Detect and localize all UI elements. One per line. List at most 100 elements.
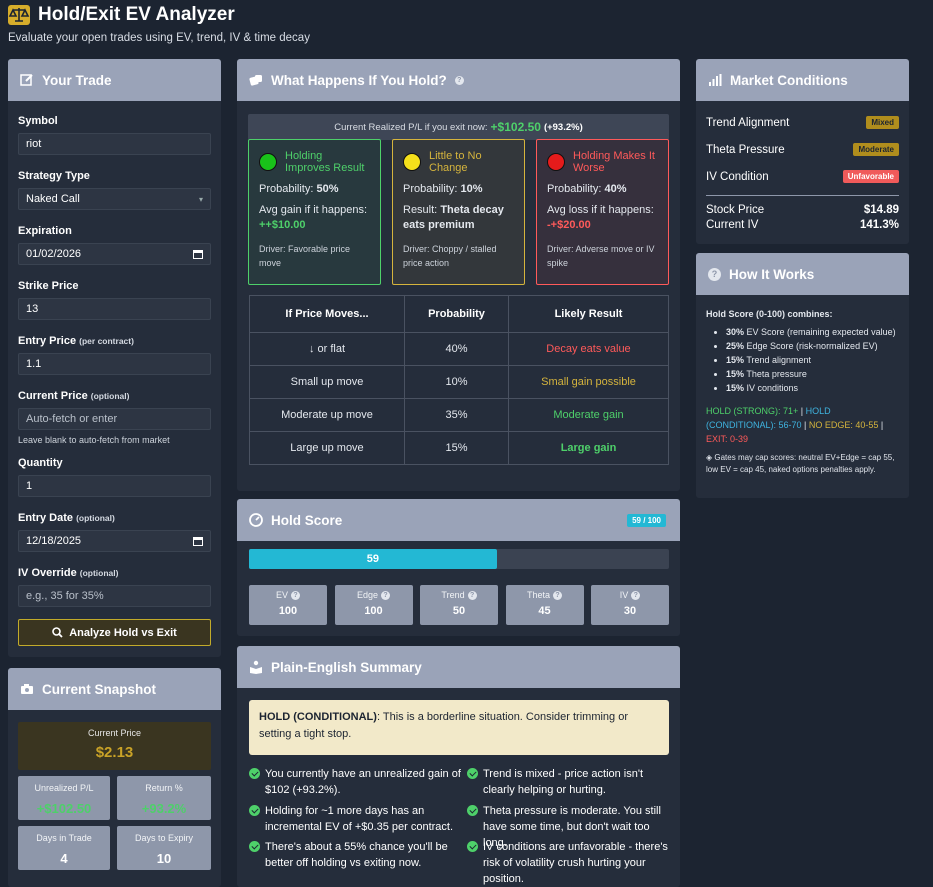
- entry-date-value: 12/18/2025: [26, 535, 82, 547]
- check-icon: [249, 841, 260, 852]
- threshold-sep: |: [801, 420, 809, 430]
- strike-input[interactable]: 13: [18, 298, 211, 320]
- check-icon: [249, 805, 260, 816]
- outcome-result-label: Avg gain if it happens:: [259, 204, 368, 216]
- quantity-label: Quantity: [18, 457, 63, 469]
- hold-score-card: Hold Score 59 / 100 59 EV? 100 Edge? 100 Tre…: [237, 499, 680, 636]
- app-subtitle: Evaluate your open trades using EV, tren…: [8, 32, 310, 44]
- score-thresholds: HOLD (STRONG): 71+ | HOLD (CONDITIONAL):…: [706, 404, 899, 446]
- realized-pl-bar: Current Realized P/L if you exit now: +$…: [248, 114, 669, 140]
- expiration-input[interactable]: 01/02/2026: [18, 243, 211, 265]
- days-trade-box: Days in Trade 4: [18, 826, 110, 870]
- gates-note-text: Gates may cap scores: neutral EV+Edge = …: [706, 453, 895, 474]
- current-price-placeholder: Auto-fetch or enter: [26, 413, 118, 425]
- current-price-box: Current Price $2.13: [18, 722, 211, 770]
- verdict-text: : This is a borderline situation. Consid…: [259, 711, 629, 740]
- edit-icon: [20, 74, 33, 86]
- hold-score-value: 59: [366, 553, 380, 565]
- verdict-box: HOLD (CONDITIONAL): This is a borderline…: [249, 700, 669, 755]
- calendar-icon[interactable]: [193, 536, 203, 546]
- outcome-probability: Probability: 10%: [403, 183, 514, 195]
- entry-date-input[interactable]: 12/18/2025: [18, 530, 211, 552]
- unrealized-label: Unrealized P/L: [34, 783, 94, 793]
- help-icon[interactable]: ?: [454, 75, 464, 85]
- summary-card: Plain-English Summary HOLD (CONDITIONAL)…: [237, 646, 680, 887]
- symbol-label: Symbol: [18, 115, 58, 127]
- search-icon: [52, 627, 63, 638]
- how-header: ? How It Works: [696, 253, 909, 295]
- outcome-title: Holding Makes It Worse: [573, 150, 655, 174]
- how-item-weight: 15%: [726, 369, 745, 379]
- outcome-prob-value: 40%: [604, 183, 627, 195]
- outcome-result-value: ++$10.00: [259, 219, 306, 231]
- your-trade-title: Your Trade: [42, 72, 112, 88]
- entry-price-value: 1.1: [26, 358, 42, 370]
- outcome-prob-label: Probability:: [403, 183, 458, 195]
- trend-row: Trend Alignment Mixed: [706, 109, 899, 136]
- app-header: Hold/Exit EV Analyzer Evaluate your open…: [8, 4, 310, 44]
- strategy-label: Strategy Type: [18, 170, 90, 182]
- how-list: 30% EV Score (remaining expected value) 2…: [706, 325, 899, 395]
- score-component: Theta? 45: [505, 585, 584, 625]
- summary-point: There's about a 55% chance you'll be bet…: [249, 839, 464, 871]
- iv-badge: Unfavorable: [842, 170, 899, 183]
- return-value: +93.2%: [141, 801, 187, 816]
- strategy-value: Naked Call: [26, 193, 80, 205]
- table-cell: ↓ or flat: [249, 332, 405, 366]
- scale-icon: [8, 5, 30, 25]
- summary-point-text: Theta pressure is moderate. You still ha…: [483, 805, 661, 849]
- realized-pct: (+93.2%): [543, 121, 583, 133]
- snapshot-header: Current Snapshot: [8, 668, 221, 710]
- how-item-text: EV Score (remaining expected value): [746, 327, 896, 337]
- table-cell: Large gain: [508, 431, 669, 465]
- shield-icon: ◈: [706, 453, 715, 462]
- dice-icon: [249, 75, 262, 86]
- iv-override-input[interactable]: e.g., 35 for 35%: [18, 585, 211, 607]
- unrealized-value: +$102.50: [36, 801, 92, 816]
- market-title: Market Conditions: [730, 72, 848, 88]
- table-header-row: If Price Moves... Probability Likely Res…: [249, 295, 669, 333]
- iv-override-placeholder: e.g., 35 for 35%: [26, 590, 104, 602]
- hold-header: What Happens If You Hold? ?: [237, 59, 680, 101]
- outcome-driver: Driver: Favorable price move: [259, 244, 351, 268]
- current-price-note: (optional): [90, 391, 130, 401]
- check-icon: [249, 768, 260, 779]
- entry-price-input[interactable]: 1.1: [18, 353, 211, 375]
- help-icon[interactable]: ?: [631, 590, 641, 600]
- return-box: Return % +93.2%: [117, 776, 211, 820]
- outcome-result: Avg loss if it happens: -+$20.00: [547, 203, 658, 233]
- table-cell: Small gain possible: [508, 365, 669, 399]
- how-intro: Hold Score (0-100) combines:: [706, 309, 833, 319]
- current-price-input[interactable]: Auto-fetch or enter: [18, 408, 211, 430]
- analyze-button[interactable]: Analyze Hold vs Exit: [18, 619, 211, 646]
- help-icon[interactable]: ?: [467, 590, 477, 600]
- hold-score-title: Hold Score: [271, 512, 343, 528]
- status-dot-icon: [403, 153, 421, 171]
- outcome-result-label: Avg loss if it happens:: [547, 204, 654, 216]
- threshold-no-edge: NO EDGE: 40-55: [808, 420, 879, 430]
- table-cell: Small up move: [249, 365, 405, 399]
- unrealized-box: Unrealized P/L +$102.50: [18, 776, 110, 820]
- how-list-item: 30% EV Score (remaining expected value): [726, 325, 899, 339]
- summary-point-text: You currently have an unrealized gain of…: [265, 768, 461, 796]
- iv-row: IV Condition Unfavorable: [706, 163, 899, 190]
- how-item-text: Trend alignment: [746, 355, 812, 365]
- trend-label: Trend Alignment: [706, 116, 790, 129]
- symbol-input[interactable]: riot: [18, 133, 211, 155]
- summary-header: Plain-English Summary: [237, 646, 680, 688]
- snapshot-card: Current Snapshot Current Price $2.13 Unr…: [8, 668, 221, 887]
- help-icon[interactable]: ?: [291, 590, 300, 600]
- calendar-icon[interactable]: [193, 249, 203, 259]
- strike-value: 13: [26, 303, 39, 315]
- strategy-select[interactable]: Naked Call ▾: [18, 188, 211, 210]
- help-icon[interactable]: ?: [381, 590, 391, 600]
- summary-point-text: Trend is mixed - price action isn't clea…: [483, 768, 644, 796]
- table-header: Likely Result: [508, 295, 669, 333]
- stock-value: $14.89: [863, 203, 899, 216]
- help-icon[interactable]: ?: [553, 590, 562, 600]
- how-item-weight: 25%: [726, 341, 745, 351]
- outcome-title: Little to No Change: [429, 150, 482, 174]
- score-component-value: 100: [364, 605, 383, 617]
- quantity-input[interactable]: 1: [18, 475, 211, 497]
- threshold-sep: |: [798, 406, 806, 416]
